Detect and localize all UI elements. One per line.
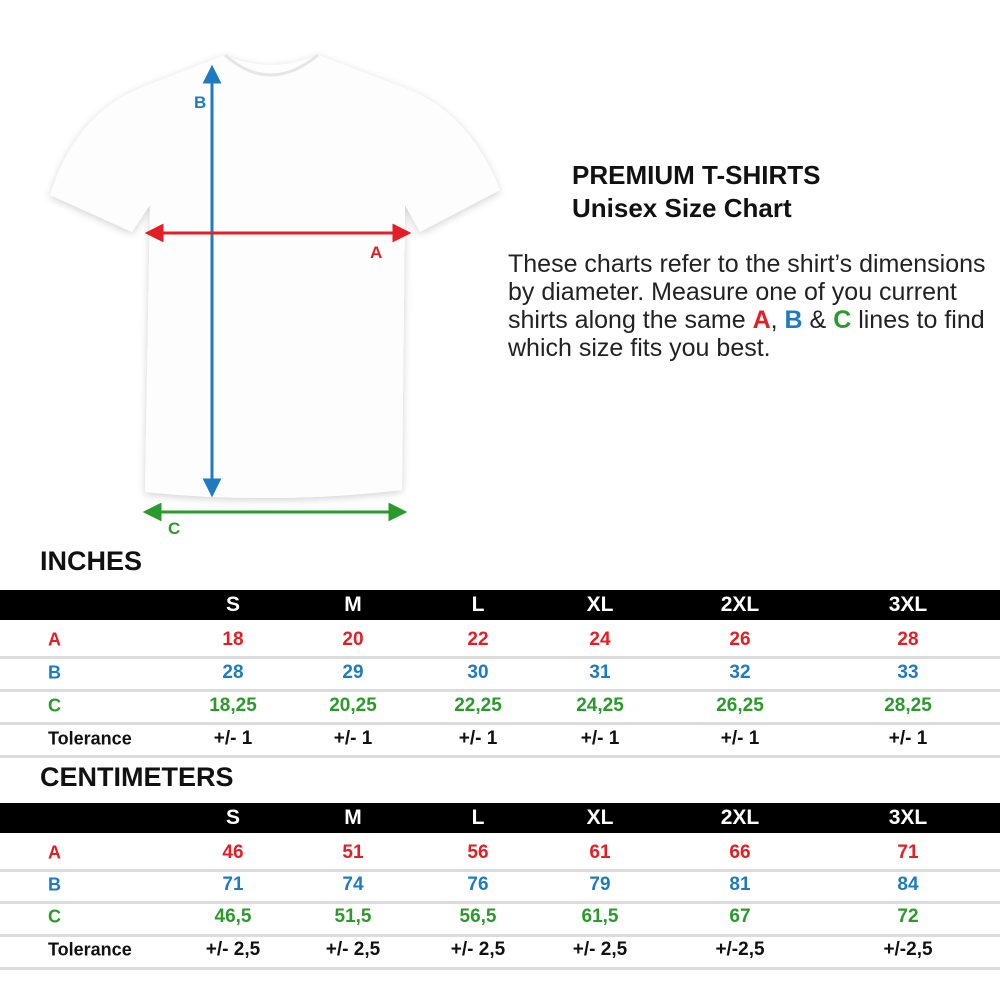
label-c: C — [168, 519, 180, 538]
row-label-tolerance: Tolerance — [48, 728, 132, 749]
table-cell: 46,5 — [214, 906, 252, 927]
measure-a-arrow — [144, 223, 412, 243]
table-cell: 56 — [467, 842, 489, 863]
table-cell: 79 — [589, 874, 611, 895]
table-cell: 28,25 — [884, 695, 932, 716]
table-cell: +/- 1 — [213, 728, 253, 749]
measure-c-arrow — [142, 502, 408, 522]
size-header-l: L — [471, 806, 485, 829]
tshirt-image — [50, 55, 500, 499]
table-cell: +/- 2,5 — [205, 939, 261, 960]
row-label-a: A — [48, 842, 61, 863]
row-label-a: A — [48, 629, 61, 650]
table-cell: 56,5 — [459, 906, 497, 927]
row-divider — [0, 722, 1000, 725]
table-cell: 30 — [467, 662, 489, 683]
table-cell: 61 — [589, 842, 611, 863]
description-text: These charts refer to the shirt’s dimens… — [508, 250, 986, 334]
row-label-c: C — [48, 695, 61, 716]
row-divider — [0, 656, 1000, 659]
table-cell: 67 — [729, 906, 751, 927]
separator: & — [802, 306, 834, 334]
table-cell: 28 — [897, 629, 919, 650]
table-title-centimeters: CENTIMETERS — [40, 762, 234, 792]
table-title-inches: INCHES — [40, 546, 143, 576]
size-header-m: M — [344, 806, 362, 829]
table-cell: 28 — [222, 662, 244, 683]
size-header-3xl: 3XL — [888, 806, 928, 829]
table-cell: 71 — [222, 874, 244, 895]
table-cell: 18 — [222, 629, 244, 650]
row-divider — [0, 901, 1000, 904]
table-cell: +/-2,5 — [883, 939, 933, 960]
table-cell: +/- 1 — [458, 728, 498, 749]
table-cell: 22 — [467, 629, 489, 650]
table-cell: +/- 2,5 — [572, 939, 628, 960]
row-label-c: C — [48, 906, 61, 927]
table-cell: 31 — [589, 662, 611, 683]
size-header-xl: XL — [586, 806, 614, 829]
table-cell: 81 — [729, 874, 751, 895]
label-b: B — [194, 93, 206, 112]
table-cell: 24,25 — [576, 695, 624, 716]
table-cell: 20 — [342, 629, 364, 650]
row-divider — [0, 934, 1000, 937]
size-header-3xl: 3XL — [888, 593, 928, 616]
size-header-xl: XL — [586, 593, 614, 616]
table-cell: 46 — [222, 842, 244, 863]
table-cell: +/- 2,5 — [325, 939, 381, 960]
table-cell: 76 — [467, 874, 489, 895]
page-subtitle: Unisex Size Chart — [572, 193, 792, 223]
table-cell: 26 — [729, 629, 751, 650]
table-cell: 51 — [342, 842, 364, 863]
table-cell: 20,25 — [329, 695, 377, 716]
row-divider — [0, 755, 1000, 758]
size-header-s: S — [225, 806, 241, 829]
table-cell: 24 — [589, 629, 611, 650]
table-cell: 61,5 — [581, 906, 619, 927]
size-header-l: L — [471, 593, 485, 616]
row-label-b: B — [48, 874, 61, 895]
table-cell: 22,25 — [454, 695, 502, 716]
size-header-s: S — [225, 593, 241, 616]
size-header-m: M — [344, 593, 362, 616]
measure-b-arrow — [202, 64, 222, 498]
label-a: A — [370, 243, 382, 262]
table-cell: 72 — [897, 906, 919, 927]
table-cell: 71 — [897, 842, 919, 863]
table-cell: 84 — [897, 874, 919, 895]
table-cell: 26,25 — [716, 695, 764, 716]
row-divider — [0, 689, 1000, 692]
table-cell: +/- 2,5 — [450, 939, 506, 960]
table-cell: 29 — [342, 662, 364, 683]
table-cell: 74 — [342, 874, 364, 895]
key-b: B — [784, 306, 803, 334]
table-cell: 33 — [897, 662, 919, 683]
row-label-tolerance: Tolerance — [48, 939, 132, 960]
size-header-2xl: 2XL — [720, 593, 760, 616]
table-cell: 18,25 — [209, 695, 257, 716]
description-text: lines to find which size fits you best. — [508, 306, 985, 362]
table-header-bar — [0, 590, 1000, 620]
table-cell: +/- 1 — [888, 728, 928, 749]
row-label-b: B — [48, 662, 61, 683]
table-cell: +/- 1 — [580, 728, 620, 749]
table-cell: 66 — [729, 842, 751, 863]
key-a: A — [752, 306, 771, 334]
row-divider — [0, 967, 1000, 970]
table-cell: +/- 1 — [333, 728, 373, 749]
size-header-2xl: 2XL — [720, 806, 760, 829]
row-divider — [0, 869, 1000, 872]
table-cell: +/- 1 — [720, 728, 760, 749]
tshirt-diagram: B A C — [50, 53, 500, 538]
separator: , — [770, 306, 785, 334]
description: These charts refer to the shirt’s dimens… — [508, 250, 988, 362]
table-cell: +/-2,5 — [715, 939, 765, 960]
key-c: C — [833, 306, 852, 334]
table-cell: 32 — [729, 662, 751, 683]
table-header-bar — [0, 803, 1000, 833]
table-cell: 51,5 — [334, 906, 372, 927]
page-title: PREMIUM T-SHIRTS — [572, 160, 821, 190]
